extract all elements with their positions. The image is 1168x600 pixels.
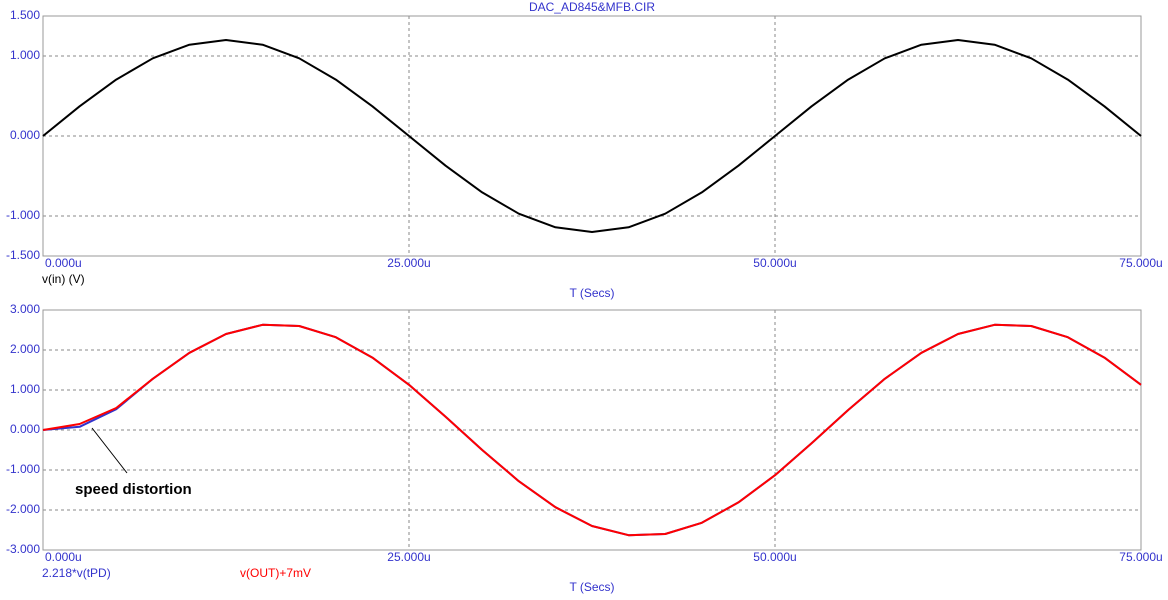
y-tick-label: -1.500 xyxy=(6,248,40,262)
y-tick-label: 0.000 xyxy=(10,128,40,142)
x-tick-label: 0.000u xyxy=(45,256,82,270)
x-tick-label: 50.000u xyxy=(753,256,796,270)
annotation-arrow xyxy=(91,427,128,474)
series-line xyxy=(42,323,1142,537)
y-tick-label: 3.000 xyxy=(10,302,40,316)
y-tick-label: 1.000 xyxy=(10,48,40,62)
x-tick-label: 75.000u xyxy=(1119,550,1162,564)
x-tick-label: 25.000u xyxy=(387,550,430,564)
y-tick-label: -2.000 xyxy=(6,502,40,516)
y-tick-label: 1.500 xyxy=(10,8,40,22)
series-line xyxy=(42,39,1142,233)
x-axis-title: T (Secs) xyxy=(569,286,614,300)
legend-entry: 2.218*v(tPD) xyxy=(42,566,111,580)
legend-entry: v(in) (V) xyxy=(42,272,85,286)
y-tick-label: 2.000 xyxy=(10,342,40,356)
x-tick-label: 50.000u xyxy=(753,550,796,564)
y-tick-label: -3.000 xyxy=(6,542,40,556)
annotation: speed distortion xyxy=(75,481,192,498)
y-tick-label: -1.000 xyxy=(6,462,40,476)
y-tick-label: 1.000 xyxy=(10,382,40,396)
x-tick-label: 75.000u xyxy=(1119,256,1162,270)
y-tick-label: 0.000 xyxy=(10,422,40,436)
x-tick-label: 0.000u xyxy=(45,550,82,564)
x-axis-title: T (Secs) xyxy=(569,580,614,594)
x-tick-label: 25.000u xyxy=(387,256,430,270)
chart-title: DAC_AD845&MFB.CIR xyxy=(529,0,655,14)
legend-entry: v(OUT)+7mV xyxy=(240,566,311,580)
y-tick-label: -1.000 xyxy=(6,208,40,222)
